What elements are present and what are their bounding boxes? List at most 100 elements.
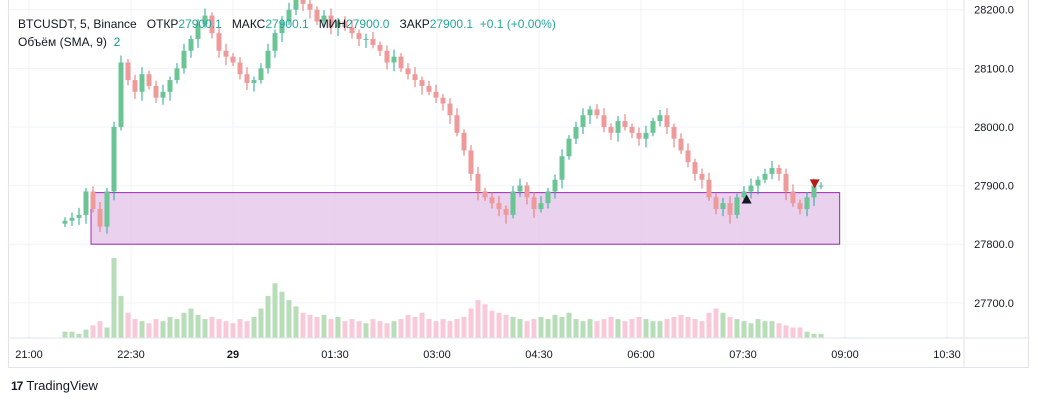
candle-body (748, 185, 754, 192)
legend-close-value: 27900.1 (429, 17, 474, 31)
candle-body (251, 80, 257, 83)
volume-bar (356, 321, 362, 338)
volume-bar (734, 319, 740, 338)
volume-bar (181, 312, 187, 338)
volume-bar (538, 316, 544, 338)
x-tick-label: 06:00 (627, 349, 655, 361)
volume-bar (608, 316, 614, 338)
volume-bar (363, 323, 369, 338)
candle-body (685, 150, 691, 163)
buy-arrow-icon[interactable] (741, 194, 752, 204)
candle-body (804, 197, 810, 210)
volume-bar (524, 321, 530, 338)
candle-body (167, 80, 173, 92)
volume-bar (748, 323, 754, 338)
volume-bar (664, 319, 670, 338)
volume-bar (440, 319, 446, 338)
support-zone-rect[interactable] (90, 192, 841, 245)
candle-body (356, 33, 362, 40)
candle-body (517, 185, 523, 192)
x-tick-label: 04:30 (525, 349, 553, 361)
legend-row-price: BTCUSDT, 5, Binance ОТКР27900.1 МАКС2790… (18, 17, 556, 31)
candle-body (286, 9, 292, 22)
volume-bar (97, 321, 103, 338)
volume-bar (349, 319, 355, 338)
volume-bar (223, 321, 229, 338)
volume-bar (69, 331, 75, 338)
candle-body (496, 203, 502, 210)
legend-low-label: МИН (318, 17, 347, 31)
legend-row-volume[interactable]: Объём (SMA, 9) 2 (18, 35, 120, 49)
candle-body (405, 68, 411, 75)
volume-bar (307, 314, 313, 338)
volume-bar (636, 316, 642, 338)
candle-body (545, 191, 551, 204)
volume-bar (419, 312, 425, 338)
candle-body (664, 115, 670, 127)
candle-body (412, 74, 418, 81)
volume-bar (230, 323, 236, 338)
candle-body (594, 109, 600, 116)
tradingview-logo-icon: 17 (11, 378, 23, 393)
candle-body (384, 50, 390, 63)
candle-body (692, 162, 698, 174)
legend-symbol: BTCUSDT, 5, Binance (18, 17, 137, 31)
candles (62, 0, 824, 234)
volume-bar (496, 312, 502, 338)
volume-bar (811, 333, 817, 338)
candle-body (608, 126, 614, 133)
volume-bar (559, 316, 565, 338)
volume-bar (454, 319, 460, 338)
candle-body (209, 15, 215, 34)
volume-bar (342, 321, 348, 338)
candle-body (699, 173, 705, 180)
y-tick-label: 28200.0 (974, 5, 1014, 17)
volume-bar (76, 333, 82, 338)
tradingview-branding[interactable]: 17 TradingView (11, 378, 98, 393)
candle-body (727, 203, 733, 215)
volume-bar (132, 319, 138, 338)
candlestick-chart[interactable]: 21:00 22:30 29 01:30 03:00 04:30 06:00 07:30 09:… (9, 0, 1030, 368)
volume-bar (293, 306, 299, 338)
chart-area[interactable]: 21:00 22:30 29 01:30 03:00 04:30 06:00 07:30 09:… (8, 0, 1030, 368)
x-tick-label: 29 (227, 349, 239, 361)
legend-high-value: 27900.1 (265, 17, 309, 31)
candle-body (174, 68, 180, 81)
candle-body (300, 0, 306, 4)
volume-bar (153, 319, 159, 338)
volume-bar (510, 316, 516, 338)
candle-body (307, 3, 313, 10)
volume-bar (244, 321, 250, 338)
volume-bar (251, 316, 257, 338)
volume-bar (391, 321, 397, 338)
candle-body (139, 74, 145, 92)
candle-body (503, 209, 509, 215)
candle-body (293, 0, 299, 10)
grid (9, 0, 964, 338)
volume-bar (713, 308, 719, 338)
candle-body (342, 21, 348, 28)
y-tick-label: 27700.0 (974, 298, 1014, 310)
volume-bar (776, 323, 782, 338)
candle-body (440, 97, 446, 104)
volume-bar (62, 331, 68, 338)
volume-bar (167, 316, 173, 338)
candle-body (552, 179, 558, 192)
candle-body (713, 197, 719, 210)
sell-arrow-icon[interactable] (809, 179, 820, 189)
volume-bar (615, 319, 621, 338)
legend-volume-value: 2 (113, 35, 121, 49)
volume-bar (258, 308, 264, 338)
legend-low-value: 27900.0 (346, 17, 390, 31)
x-tick-label: 21:00 (15, 349, 43, 361)
volume-bar (699, 321, 705, 338)
candle-body (797, 203, 803, 210)
y-tick-label: 28100.0 (974, 63, 1014, 75)
volume-bar (783, 325, 789, 338)
candle-body (223, 50, 229, 57)
volume-bar (573, 319, 579, 338)
candle-body (153, 85, 159, 98)
candle-body (398, 56, 404, 69)
candle-body (69, 217, 75, 221)
candle-body (538, 203, 544, 210)
